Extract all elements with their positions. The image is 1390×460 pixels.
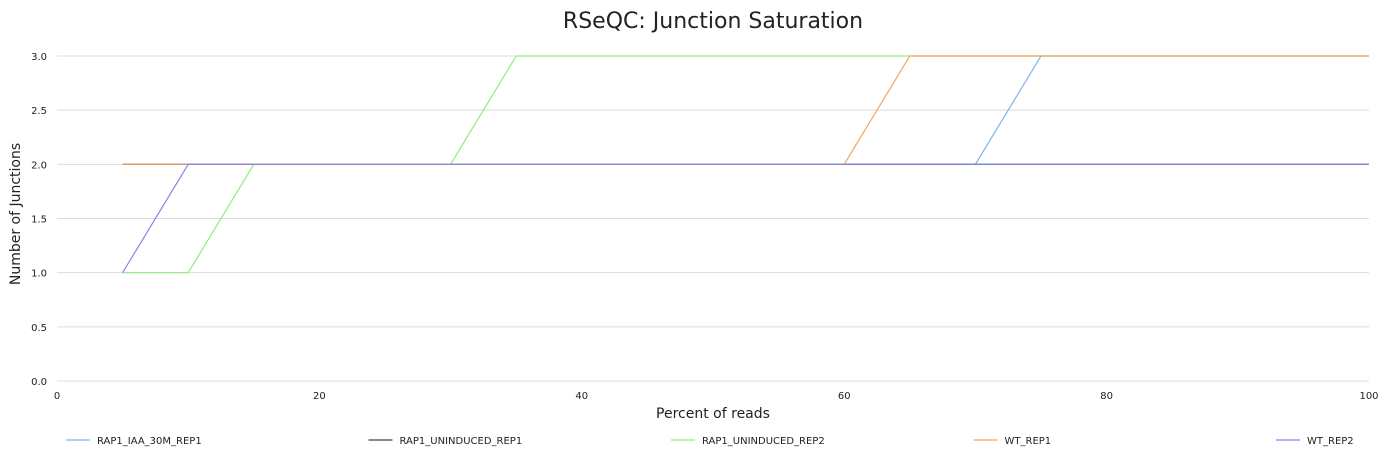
y-axis-label: Number of Junctions [8, 143, 24, 285]
x-tick-label: 20 [313, 391, 326, 402]
y-tick-label: 2.0 [31, 160, 47, 171]
legend-item[interactable]: RAP1_IAA_30M_REP1 [66, 436, 202, 447]
y-axis-ticks: 0.0 0.5 1.0 1.5 2.0 2.5 3.0 [31, 52, 47, 388]
legend-label: RAP1_UNINDUCED_REP2 [702, 436, 825, 447]
x-tick-label: 100 [1359, 391, 1378, 402]
legend-label: RAP1_UNINDUCED_REP1 [400, 436, 523, 447]
x-axis-label: Percent of reads [656, 406, 770, 422]
y-tick-label: 2.5 [31, 106, 47, 117]
y-tick-label: 1.0 [31, 269, 47, 280]
x-tick-label: 80 [1100, 391, 1113, 402]
y-tick-label: 0.5 [31, 323, 47, 334]
legend-label: WT_REP2 [1307, 436, 1354, 447]
y-tick-label: 3.0 [31, 52, 47, 63]
x-tick-label: 60 [838, 391, 851, 402]
x-tick-label: 0 [54, 391, 60, 402]
legend-item[interactable]: RAP1_UNINDUCED_REP2 [671, 436, 825, 447]
legend-item[interactable]: WT_REP2 [1276, 436, 1354, 447]
legend-label: RAP1_IAA_30M_REP1 [97, 436, 202, 447]
x-axis-ticks: 0 20 40 60 80 100 [54, 391, 1379, 402]
y-tick-label: 0.0 [31, 377, 47, 388]
legend: RAP1_IAA_30M_REP1 RAP1_UNINDUCED_REP1 RAP1… [66, 436, 1354, 447]
series-line-wt-rep2[interactable] [122, 163, 1369, 273]
series-lines [122, 55, 1369, 274]
x-tick-label: 40 [575, 391, 588, 402]
legend-label: WT_REP1 [1005, 436, 1052, 447]
chart-title: RSeQC: Junction Saturation [563, 9, 863, 34]
grid-lines [57, 55, 1369, 382]
legend-item[interactable]: WT_REP1 [973, 436, 1052, 447]
legend-item[interactable]: RAP1_UNINDUCED_REP1 [368, 436, 523, 447]
y-tick-label: 1.5 [31, 215, 47, 226]
